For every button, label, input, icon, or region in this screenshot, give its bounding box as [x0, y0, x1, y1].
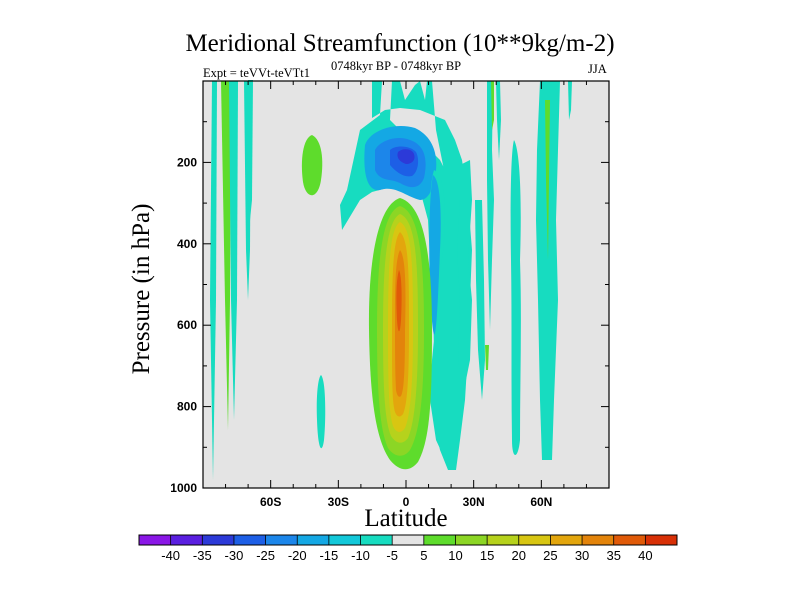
colorbar-label: -15: [319, 548, 338, 563]
colorbar-label: -25: [256, 548, 275, 563]
contour-fill: [210, 81, 217, 480]
contour-fill: [510, 140, 521, 455]
colorbar-swatch: [233, 535, 266, 545]
y-tick-label: 400: [177, 237, 197, 251]
contour-fill: [485, 345, 489, 370]
colorbar-swatch: [170, 535, 203, 545]
colorbar-label: -20: [288, 548, 307, 563]
contour-fill: [301, 135, 323, 196]
contour-fill: [496, 81, 501, 160]
contour-fill: [491, 81, 494, 130]
colorbar: -40 -35 -30 -25 -20 -15 -10 -5 5 10 15 20 25 30 35 40: [138, 534, 678, 563]
colorbar-label: 25: [543, 548, 557, 563]
x-axis: 60S 30S 0 30N 60N: [225, 81, 587, 509]
colorbar-label: 10: [448, 548, 462, 563]
colorbar-swatch: [582, 535, 615, 545]
colorbar-label: 15: [480, 548, 494, 563]
x-axis-label: Latitude: [364, 505, 448, 532]
colorbar-swatch: [645, 535, 678, 545]
contour-fill: [229, 81, 238, 420]
contour-fill: [397, 149, 415, 164]
x-tick-label: 60S: [260, 495, 281, 509]
x-tick-label: 30S: [328, 495, 349, 509]
colorbar-swatch: [297, 535, 330, 545]
colorbar-frame: [138, 534, 678, 546]
colorbar-label: -35: [193, 548, 212, 563]
colorbar-swatch: [487, 535, 520, 545]
colorbar-label: -5: [386, 548, 398, 563]
chart-title: Meridional Streamfunction (10**9kg/m-2): [185, 30, 615, 57]
contour-fill: [396, 270, 402, 332]
colorbar-swatch: [360, 535, 393, 545]
colorbar-swatch: [328, 535, 361, 545]
colorbar-swatch: [139, 535, 171, 545]
colorbar-label: 30: [575, 548, 589, 563]
colorbar-label: 35: [606, 548, 620, 563]
colorbar-label: -40: [161, 548, 180, 563]
colorbar-swatch: [423, 535, 456, 545]
contour-fill: [248, 80, 253, 220]
x-tick-label: 0: [403, 495, 410, 509]
y-tick-label: 1000: [170, 481, 197, 495]
contour-fill: [429, 175, 441, 335]
colorbar-swatch: [613, 535, 646, 545]
y-axis: 200 400 600 800 1000: [170, 121, 609, 495]
contour-fill: [545, 100, 550, 260]
contour-fill: [536, 81, 560, 460]
contour-fill: [475, 200, 485, 400]
y-tick-label: 800: [177, 400, 197, 414]
x-tick-label: 30N: [463, 495, 485, 509]
colorbar-label: 20: [512, 548, 526, 563]
contour-fill: [487, 81, 494, 330]
contour-fill: [221, 81, 231, 430]
contour-fills: [210, 80, 572, 480]
colorbar-swatch: [518, 535, 551, 545]
contour-fill: [316, 375, 326, 449]
experiment-label: Expt = teVVt-teVTt1: [203, 66, 311, 80]
contour-fill: [568, 81, 572, 120]
y-tick-label: 600: [177, 318, 197, 332]
colorbar-swatch: [265, 535, 298, 545]
colorbar-label: 40: [638, 548, 652, 563]
colorbar-label: -10: [351, 548, 370, 563]
colorbar-swatch: [550, 535, 583, 545]
x-tick-label: 60N: [530, 495, 552, 509]
colorbar-swatch: [455, 535, 488, 545]
season-label: JJA: [588, 62, 607, 76]
colorbar-label: 5: [420, 548, 427, 563]
colorbar-swatch: [202, 535, 235, 545]
colorbar-label: -30: [225, 548, 244, 563]
y-tick-label: 200: [177, 155, 197, 169]
colorbar-swatch: [392, 535, 425, 545]
time-range-label: 0748kyr BP - 0748kyr BP: [331, 59, 462, 73]
contour-fill: [457, 160, 472, 390]
